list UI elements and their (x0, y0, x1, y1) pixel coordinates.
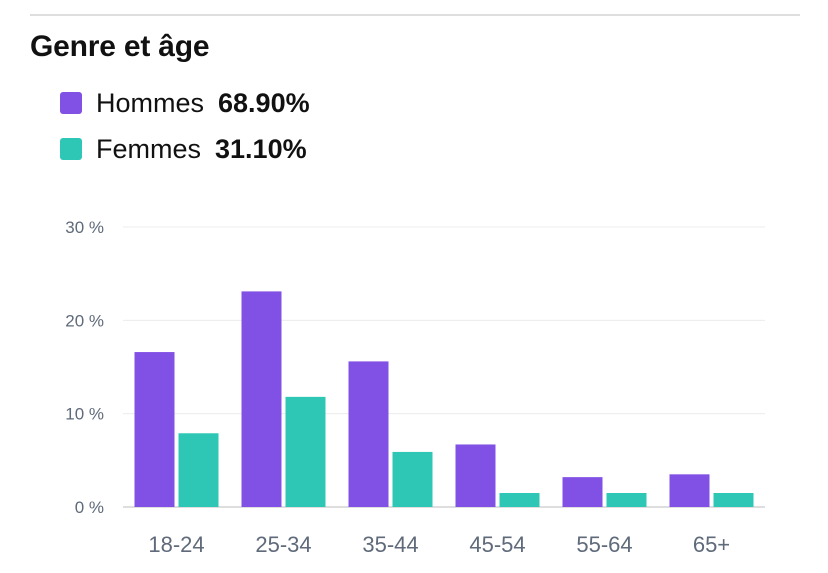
chart-title: Genre et âge (30, 30, 210, 63)
bar-hommes-35-44 (348, 361, 389, 507)
legend-label-hommes: Hommes (96, 87, 205, 118)
x-tick-label: 18-24 (148, 532, 204, 557)
bar-hommes-55-64 (562, 477, 603, 507)
x-tick-label: 65+ (693, 532, 730, 557)
legend-item-femmes[interactable]: Femmes 31.10% (60, 126, 310, 172)
bar-hommes-45-54 (455, 444, 496, 507)
top-divider (30, 14, 800, 16)
legend: Hommes 68.90% Femmes 31.10% (60, 80, 310, 172)
bar-femmes-65+ (713, 493, 754, 507)
bar-femmes-35-44 (392, 451, 433, 507)
y-tick-label: 20 % (65, 311, 104, 330)
legend-swatch-femmes (60, 138, 82, 160)
legend-value-femmes: 31.10% (215, 133, 307, 164)
legend-swatch-hommes (60, 92, 82, 114)
x-tick-label: 35-44 (362, 532, 418, 557)
bar-hommes-65+ (669, 474, 710, 507)
legend-item-hommes[interactable]: Hommes 68.90% (60, 80, 310, 126)
x-tick-label: 25-34 (255, 532, 311, 557)
bar-femmes-25-34 (285, 396, 326, 507)
y-tick-label: 30 % (65, 218, 104, 237)
legend-label-femmes: Femmes (96, 133, 202, 164)
bar-hommes-25-34 (241, 291, 282, 507)
y-tick-label: 10 % (65, 405, 104, 424)
x-tick-label: 45-54 (469, 532, 525, 557)
y-tick-label: 0 % (75, 498, 104, 517)
legend-value-hommes: 68.90% (218, 87, 310, 118)
bar-femmes-18-24 (178, 433, 219, 507)
x-tick-label: 55-64 (576, 532, 632, 557)
bar-femmes-45-54 (499, 493, 540, 507)
bar-hommes-18-24 (134, 352, 175, 507)
bar-femmes-55-64 (606, 493, 647, 507)
